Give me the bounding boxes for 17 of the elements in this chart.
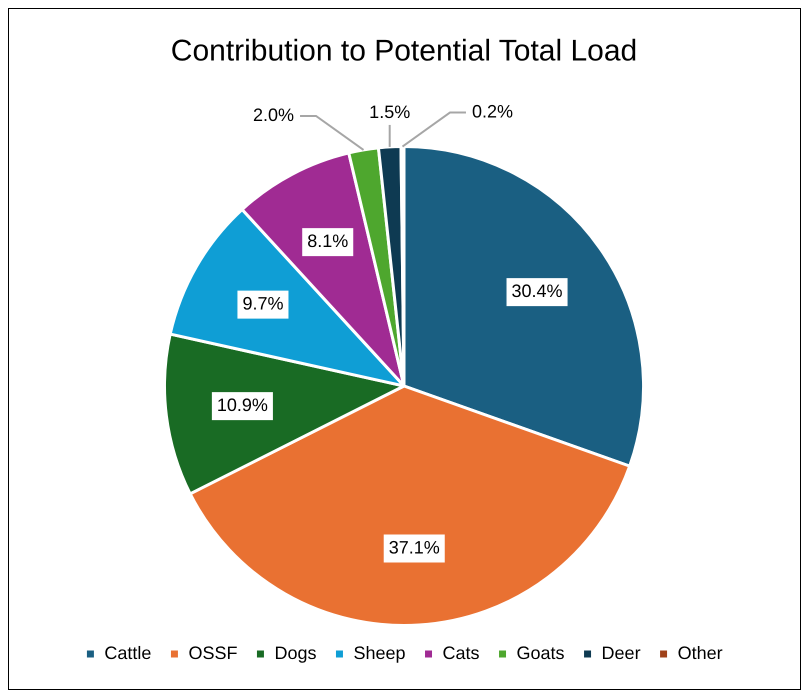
data-label: 1.5% (369, 102, 410, 122)
legend-label: Cats (442, 642, 480, 663)
chart-title: Contribution to Potential Total Load (170, 34, 638, 68)
data-label: 37.1% (388, 538, 440, 558)
legend-label: OSSF (188, 642, 238, 663)
data-label: 2.0% (253, 104, 294, 125)
legend-label: Goats (516, 642, 565, 663)
data-label: 9.7% (242, 294, 284, 314)
legend-label: Sheep (353, 642, 406, 663)
data-label: 30.4% (512, 281, 563, 302)
legend-label: Deer (602, 642, 641, 663)
data-label: 8.1% (307, 231, 348, 252)
legend-label: Other (678, 642, 723, 663)
data-label: 10.9% (216, 395, 268, 416)
data-label: 0.2% (472, 101, 514, 122)
legend-label: Dogs (274, 642, 316, 663)
legend-label: Cattle (104, 642, 152, 663)
